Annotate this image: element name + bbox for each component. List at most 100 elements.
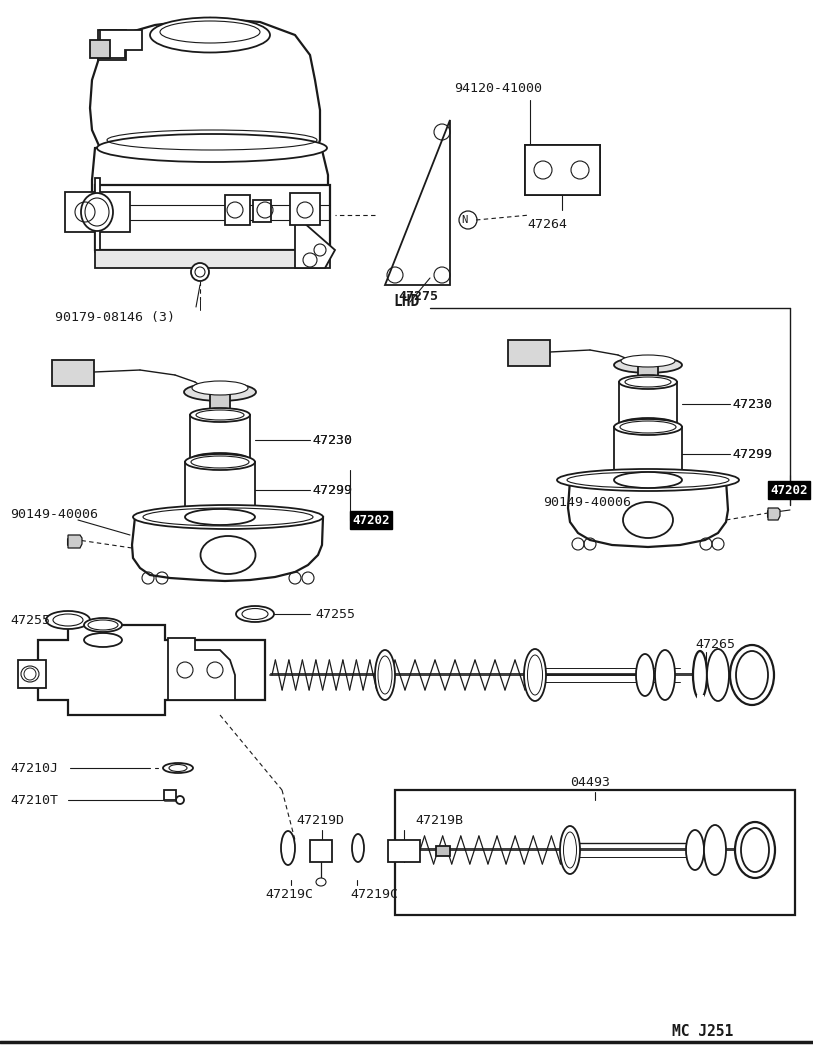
Polygon shape	[92, 140, 328, 254]
Ellipse shape	[375, 650, 395, 700]
Polygon shape	[385, 120, 450, 285]
Bar	[185, 462, 255, 517]
Polygon shape	[568, 480, 728, 547]
Ellipse shape	[621, 355, 675, 368]
Ellipse shape	[192, 381, 248, 395]
Text: 94120-41000: 94120-41000	[454, 82, 542, 94]
Bar	[164, 790, 176, 800]
Bar	[436, 846, 450, 856]
Bar	[614, 427, 682, 480]
Ellipse shape	[190, 453, 250, 467]
Text: 47275: 47275	[398, 290, 438, 302]
Bar	[190, 415, 250, 460]
Text: 47210J: 47210J	[10, 761, 58, 775]
Text: 47219C: 47219C	[350, 888, 398, 902]
Ellipse shape	[46, 611, 90, 629]
Ellipse shape	[655, 650, 675, 700]
Text: 47299: 47299	[312, 483, 352, 497]
Ellipse shape	[150, 18, 270, 52]
Text: 47264: 47264	[527, 218, 567, 231]
Text: 47230: 47230	[312, 434, 352, 446]
Ellipse shape	[636, 654, 654, 696]
Bar	[90, 40, 110, 58]
Ellipse shape	[711, 655, 725, 695]
Bar	[638, 365, 658, 381]
Bar	[98, 30, 126, 60]
Ellipse shape	[619, 418, 677, 432]
Text: 47299: 47299	[732, 447, 772, 461]
Text: 47255: 47255	[315, 608, 355, 621]
Ellipse shape	[281, 831, 295, 865]
Bar	[95, 250, 330, 268]
Bar	[395, 790, 795, 915]
Ellipse shape	[184, 383, 256, 401]
Ellipse shape	[557, 469, 739, 491]
Ellipse shape	[236, 606, 274, 622]
Polygon shape	[168, 638, 235, 700]
Bar	[210, 392, 230, 410]
Bar	[388, 840, 420, 862]
Text: 47219C: 47219C	[265, 888, 313, 902]
Polygon shape	[38, 625, 265, 715]
Ellipse shape	[708, 831, 722, 869]
Ellipse shape	[133, 505, 323, 529]
Text: MC J251: MC J251	[672, 1025, 733, 1040]
Ellipse shape	[614, 357, 682, 373]
Text: 47202: 47202	[770, 483, 807, 497]
Ellipse shape	[619, 375, 677, 388]
Text: N: N	[461, 215, 467, 225]
Ellipse shape	[163, 763, 193, 773]
Bar	[619, 382, 677, 425]
Ellipse shape	[352, 834, 364, 862]
Ellipse shape	[84, 618, 122, 632]
Text: 47219D: 47219D	[296, 814, 344, 826]
Text: 47299: 47299	[732, 447, 772, 461]
Circle shape	[191, 262, 209, 281]
Text: 47230: 47230	[312, 434, 352, 446]
Ellipse shape	[524, 649, 546, 701]
Ellipse shape	[730, 645, 774, 705]
Text: 47230: 47230	[732, 398, 772, 411]
Ellipse shape	[176, 796, 184, 804]
Ellipse shape	[560, 826, 580, 874]
Bar	[290, 193, 320, 225]
Ellipse shape	[614, 472, 682, 488]
Ellipse shape	[316, 878, 326, 886]
Polygon shape	[68, 536, 82, 548]
Bar	[508, 340, 550, 366]
Bar	[525, 145, 600, 195]
Ellipse shape	[190, 408, 250, 422]
Text: 90179-08146 (3): 90179-08146 (3)	[55, 312, 175, 324]
Bar	[253, 200, 271, 222]
Ellipse shape	[707, 649, 729, 701]
Text: 47210T: 47210T	[10, 794, 58, 806]
Text: 47219B: 47219B	[415, 814, 463, 826]
Bar	[225, 195, 250, 225]
Bar	[95, 185, 330, 250]
Polygon shape	[768, 508, 780, 520]
Ellipse shape	[686, 830, 704, 870]
Polygon shape	[90, 18, 320, 170]
Text: 90149-40006: 90149-40006	[10, 508, 98, 522]
Text: 47265: 47265	[695, 638, 735, 651]
Text: 90149-40006: 90149-40006	[543, 497, 631, 509]
Text: 47299: 47299	[312, 483, 352, 497]
Text: 47202: 47202	[352, 513, 389, 526]
Text: 47230: 47230	[732, 398, 772, 411]
Polygon shape	[100, 30, 142, 58]
Bar	[52, 360, 94, 386]
Text: 47255: 47255	[10, 613, 50, 627]
Ellipse shape	[81, 193, 113, 231]
Ellipse shape	[614, 419, 682, 435]
Polygon shape	[65, 178, 130, 252]
Polygon shape	[295, 215, 335, 268]
Text: LHD: LHD	[393, 294, 420, 310]
Bar	[310, 840, 332, 862]
Ellipse shape	[185, 509, 255, 525]
Ellipse shape	[704, 825, 726, 875]
Bar	[697, 695, 704, 704]
Bar	[18, 660, 46, 688]
Ellipse shape	[735, 822, 775, 878]
Ellipse shape	[693, 651, 707, 699]
Polygon shape	[132, 517, 323, 581]
